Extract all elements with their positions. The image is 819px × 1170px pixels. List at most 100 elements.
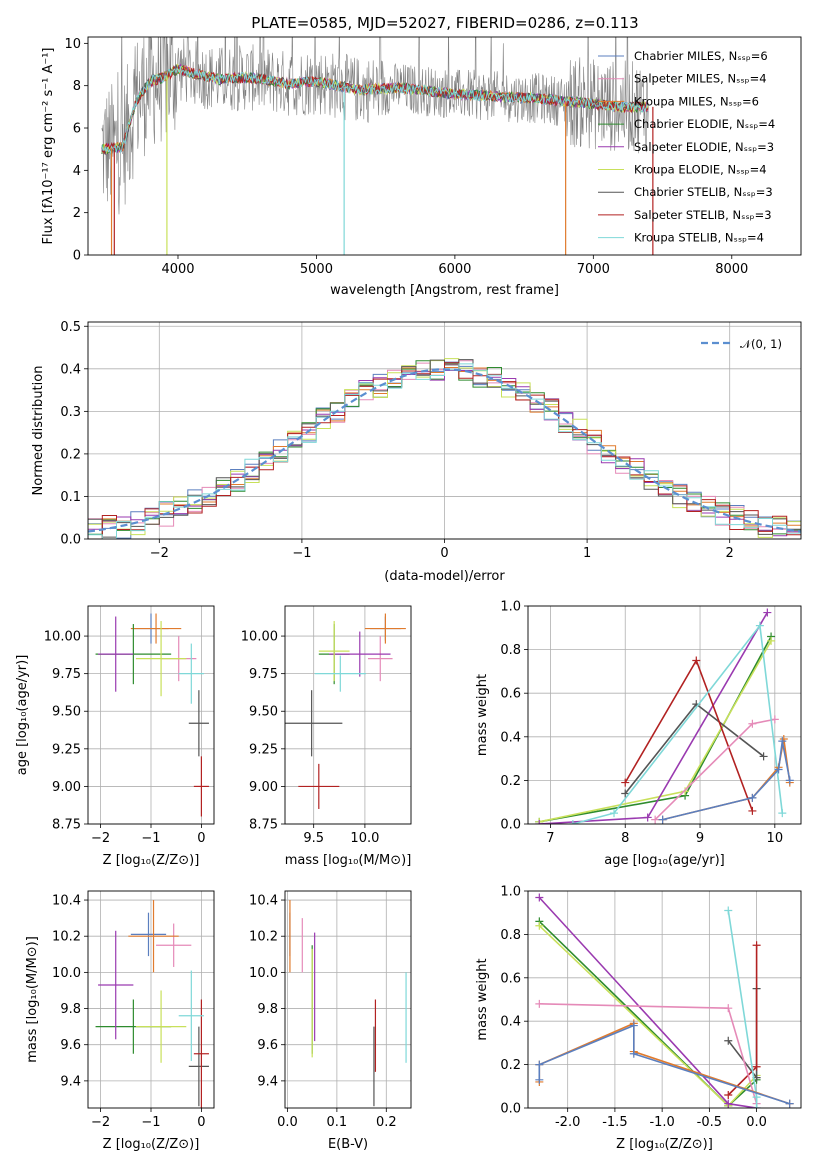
y-tick-label: 6 xyxy=(73,122,81,137)
mass_vs_ebv-axes xyxy=(285,891,411,1108)
residuals-ylabel: Normed distribution xyxy=(31,366,46,496)
spectrum-ylabel: Flux [fλ10⁻¹⁷ erg cm⁻² s⁻¹ A⁻¹] xyxy=(41,48,56,245)
y-tick-label: 9.00 xyxy=(52,780,81,795)
y-tick-label: 9.8 xyxy=(60,1002,81,1017)
massweight_vs_age-frame xyxy=(527,605,802,825)
data-point-marker xyxy=(535,893,544,902)
y-tick-label: 0.0 xyxy=(60,533,81,548)
y-tick-label: 10.0 xyxy=(52,966,81,981)
data-point-marker xyxy=(692,656,701,665)
data-point-marker xyxy=(785,776,794,785)
x-tick-label: 4000 xyxy=(161,262,194,277)
x-tick-label: 8000 xyxy=(715,262,748,277)
x-tick-label: −1 xyxy=(292,546,311,561)
data-point-marker xyxy=(752,1062,761,1071)
legend-label: Kroupa STELIB, Nₛₛₚ=4 xyxy=(634,231,764,245)
y-tick-label: 10 xyxy=(64,37,81,52)
x-tick-label: 0 xyxy=(197,831,205,846)
x-tick-label: −2 xyxy=(150,546,169,561)
x-tick-label: 7000 xyxy=(577,262,610,277)
x-tick-label: 10.0 xyxy=(350,831,379,846)
residuals-xlabel: (data-model)/error xyxy=(384,569,505,584)
x-tick-label: 2 xyxy=(726,546,734,561)
mass_vs_Z-ylabel: mass [log₁₀(M/M⊙)] xyxy=(25,936,40,1063)
data-point-marker xyxy=(568,820,577,824)
data-point-marker xyxy=(535,999,544,1008)
mass-weight-series-line xyxy=(572,623,784,824)
y-tick-label: 0.6 xyxy=(500,687,521,702)
data-point-marker xyxy=(724,906,733,915)
data-point-marker xyxy=(621,778,630,787)
data-point-marker xyxy=(778,809,787,818)
data-point-marker xyxy=(752,941,761,950)
data-point-marker xyxy=(610,809,619,818)
data-point-marker xyxy=(752,1104,761,1108)
y-tick-label: 0.0 xyxy=(500,1102,521,1117)
data-point-marker xyxy=(767,636,776,645)
y-tick-label: 1.0 xyxy=(500,600,521,615)
y-tick-label: 9.4 xyxy=(257,1074,278,1089)
y-tick-label: 10.2 xyxy=(249,930,278,945)
y-tick-label: 9.4 xyxy=(60,1074,81,1089)
y-tick-label: 2 xyxy=(73,206,81,221)
residual-histogram-step xyxy=(88,362,801,539)
legend-label: Kroupa MILES, Nₛₛₚ=6 xyxy=(634,94,759,108)
data-point-marker xyxy=(724,1099,733,1108)
y-tick-label: 8 xyxy=(73,79,81,94)
x-tick-label: −2 xyxy=(91,831,110,846)
residual-histogram-step xyxy=(88,363,801,539)
data-point-marker xyxy=(658,815,667,824)
data-point-marker xyxy=(748,806,757,815)
x-tick-label: 9.5 xyxy=(303,831,324,846)
age_vs_mass-xlabel: mass [log₁₀(M/M⊙)] xyxy=(285,853,412,868)
legend-label: Chabrier STELIB, Nₛₛₚ=3 xyxy=(634,185,773,199)
x-tick-label: 1 xyxy=(583,546,591,561)
age_vs_Z-plot-area xyxy=(95,613,209,817)
data-point-marker xyxy=(770,715,779,724)
y-tick-label: 0.5 xyxy=(60,320,81,335)
data-point-marker xyxy=(643,813,652,822)
x-tick-label: −1 xyxy=(141,831,160,846)
y-tick-label: 0.8 xyxy=(500,928,521,943)
legend-label: Salpeter ELODIE, Nₛₛₚ=3 xyxy=(634,140,774,154)
mass_vs_Z-frame xyxy=(87,890,215,1109)
x-tick-label: −1 xyxy=(141,1115,160,1130)
y-tick-label: 9.50 xyxy=(52,705,81,720)
data-point-marker xyxy=(724,1004,733,1013)
y-tick-label: 9.8 xyxy=(257,1002,278,1017)
legend-label: Salpeter STELIB, Nₛₛₚ=3 xyxy=(634,208,772,222)
y-tick-label: 9.75 xyxy=(249,667,278,682)
data-point-marker xyxy=(778,737,787,746)
spectrum-plot-area xyxy=(101,37,654,255)
age_vs_Z-xlabel: Z [log₁₀(Z/Z⊙)] xyxy=(103,853,200,868)
chart-title: PLATE=0585, MJD=52027, FIBERID=0286, z=0… xyxy=(251,14,638,32)
legend-label: Chabrier ELODIE, Nₛₛₚ=4 xyxy=(634,117,775,131)
age_vs_mass-axes xyxy=(285,606,411,825)
mass_vs_Z-xlabel: Z [log₁₀(Z/Z⊙)] xyxy=(103,1137,200,1152)
data-point-marker xyxy=(651,815,660,824)
x-tick-label: 10 xyxy=(767,831,784,846)
data-point-marker xyxy=(724,1036,733,1045)
y-tick-label: 9.6 xyxy=(60,1038,81,1053)
massweight_vs_age-ylabel: mass weight xyxy=(475,674,490,756)
legend-label: Chabrier MILES, Nₛₛₚ=6 xyxy=(634,49,768,63)
massweight_vs_Z-xlabel: Z [log₁₀(Z/Z⊙)] xyxy=(616,1137,713,1152)
massweight_vs_Z-ylabel: mass weight xyxy=(475,958,490,1040)
x-tick-label: 0.0 xyxy=(277,1115,298,1130)
y-tick-label: 0.2 xyxy=(60,447,81,462)
massweight_vs_age-xlabel: age [log₁₀(age/yr)] xyxy=(604,853,725,868)
data-point-marker xyxy=(785,1099,794,1108)
y-tick-label: 9.00 xyxy=(249,780,278,795)
y-tick-label: 0.4 xyxy=(500,730,521,745)
spectrum-xlabel: wavelength [Angstrom, rest frame] xyxy=(330,283,559,298)
data-point-marker xyxy=(759,752,768,761)
y-tick-label: 0.8 xyxy=(500,643,521,658)
data-point-marker xyxy=(629,1049,638,1058)
age_vs_Z-ylabel: age [log₁₀(age/yr)] xyxy=(15,655,30,776)
y-tick-label: 9.50 xyxy=(249,705,278,720)
data-point-marker xyxy=(748,793,757,802)
y-tick-label: 10.2 xyxy=(52,930,81,945)
x-tick-label: 6000 xyxy=(438,262,471,277)
data-point-marker xyxy=(724,1090,733,1099)
